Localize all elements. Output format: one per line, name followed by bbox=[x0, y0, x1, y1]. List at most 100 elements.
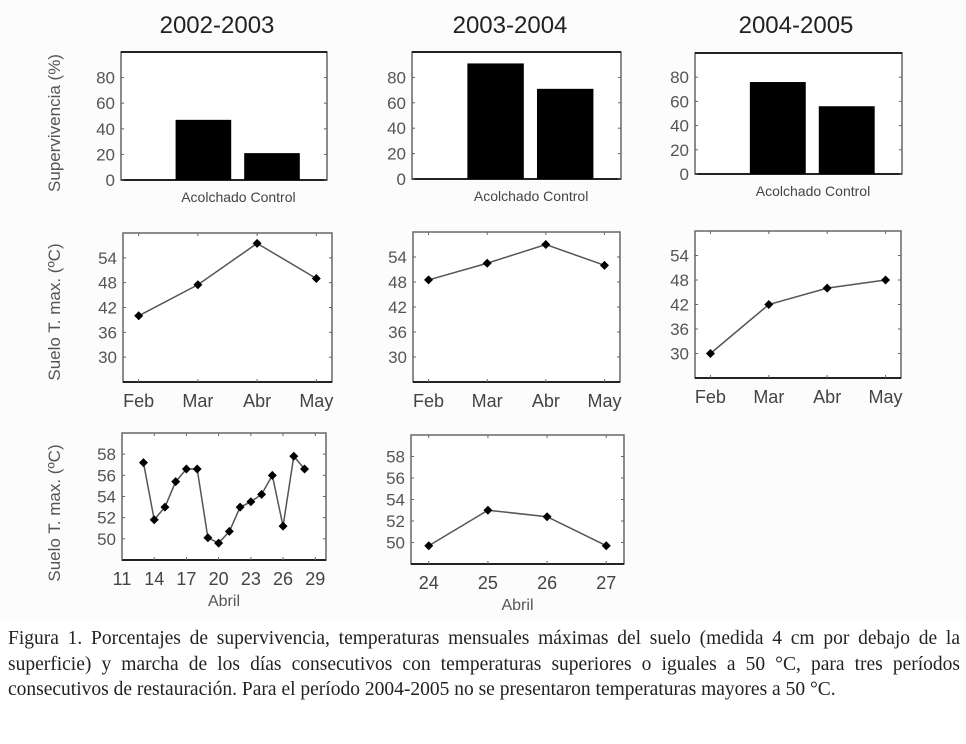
data-point bbox=[764, 300, 774, 309]
y-tick-label: 56 bbox=[386, 469, 405, 488]
y-tick-label: 56 bbox=[97, 466, 116, 485]
y-tick-label: 42 bbox=[388, 298, 407, 317]
x-tick-label: Mar bbox=[472, 391, 503, 411]
data-point bbox=[705, 349, 715, 358]
data-point bbox=[267, 470, 277, 480]
y-tick-label: 36 bbox=[98, 323, 117, 342]
y-tick-label: 58 bbox=[386, 448, 405, 467]
data-point bbox=[599, 260, 609, 270]
y-tick-label: 20 bbox=[387, 145, 406, 164]
data-point bbox=[482, 258, 492, 268]
x-tick-label: Abr bbox=[243, 391, 271, 411]
y-tick-label: 36 bbox=[388, 323, 407, 342]
x-tick-label: May bbox=[587, 391, 621, 411]
chart-surv-2004: 0 20 40 60 80 Acolchado Control bbox=[670, 52, 903, 199]
chart-surv-2003: 0 20 40 60 80 Acolchado Control bbox=[387, 51, 622, 204]
column-title-2002-2003: 2002-2003 bbox=[160, 12, 275, 39]
y-tick-label: 30 bbox=[388, 348, 407, 367]
data-point bbox=[822, 283, 832, 293]
data-point bbox=[171, 477, 181, 487]
y-tick-label: 30 bbox=[670, 345, 689, 364]
y-tick-label: 30 bbox=[98, 348, 117, 367]
data-point bbox=[257, 489, 267, 499]
x-tick-label: 11 bbox=[113, 569, 132, 589]
data-point bbox=[311, 274, 321, 284]
y-tick-label: 54 bbox=[386, 491, 405, 510]
x-tick-label: 29 bbox=[305, 569, 325, 589]
data-point bbox=[203, 533, 213, 543]
x-axis-label: Abril bbox=[208, 593, 240, 610]
y-tick-label: 40 bbox=[387, 119, 406, 138]
x-tick-label: Feb bbox=[123, 391, 154, 411]
series-line bbox=[142, 454, 306, 544]
series-line bbox=[428, 509, 607, 547]
data-point bbox=[424, 541, 434, 551]
data-point bbox=[278, 521, 288, 531]
x-tick-label: 17 bbox=[176, 569, 196, 589]
figure-caption: Figura 1. Porcentajes de supervivencia, … bbox=[8, 628, 960, 700]
x-tick-label: 14 bbox=[144, 569, 164, 589]
y-tick-label: 60 bbox=[670, 92, 689, 111]
data-point bbox=[289, 451, 299, 461]
data-point bbox=[542, 512, 552, 522]
figure-svg: 2002-2003 2003-2004 2004-2005 Superviven… bbox=[45, 12, 903, 614]
bar-control bbox=[818, 106, 875, 174]
y-tick-label: 52 bbox=[97, 509, 116, 528]
x-tick-label: 20 bbox=[209, 569, 229, 589]
y-tick-label: 54 bbox=[670, 247, 689, 266]
y-tick-label: 48 bbox=[98, 274, 117, 293]
x-tick-label: 27 bbox=[596, 573, 616, 593]
y-tick-label: 80 bbox=[96, 69, 115, 88]
x-tick-label: 26 bbox=[273, 569, 293, 589]
data-point bbox=[149, 515, 159, 525]
y-tick-label: 40 bbox=[96, 120, 115, 139]
x-category-label: Acolchado bbox=[756, 183, 822, 199]
x-category-labels: Acolchado Control bbox=[474, 188, 588, 204]
x-tick-label: 23 bbox=[241, 569, 261, 589]
chart-daily-2003: 50 52 54 56 58 24 25 26 27 Abril bbox=[386, 434, 625, 614]
y-tick-label: 58 bbox=[97, 445, 116, 464]
chart-month-2002: 30 36 42 48 54 Feb Mar Abr May bbox=[98, 232, 333, 411]
data-point bbox=[483, 505, 493, 515]
row-label-monthly-temp: Suelo T. max. (ºC) bbox=[45, 243, 64, 380]
series-line bbox=[428, 243, 605, 281]
bar-control bbox=[536, 88, 594, 179]
row-label-survival: Supervivencia (%) bbox=[45, 54, 64, 192]
y-tick-label: 60 bbox=[96, 94, 115, 113]
y-tick-label: 20 bbox=[670, 141, 689, 160]
plot-frame bbox=[122, 232, 333, 383]
bar-acolchado bbox=[175, 119, 232, 180]
y-tick-label: 50 bbox=[97, 530, 116, 549]
y-tick-label: 0 bbox=[680, 165, 689, 184]
y-tick-label: 50 bbox=[386, 534, 405, 553]
x-tick-label: 26 bbox=[537, 573, 557, 593]
figure-panel: 2002-2003 2003-2004 2004-2005 Superviven… bbox=[45, 12, 903, 614]
data-point bbox=[424, 275, 434, 285]
data-point bbox=[192, 464, 202, 474]
bar-acolchado bbox=[467, 63, 524, 179]
data-point bbox=[193, 280, 203, 290]
y-tick-label: 36 bbox=[670, 320, 689, 339]
chart-daily-2002: 50 52 54 56 58 11 14 17 20 23 26 29 Abril bbox=[97, 432, 327, 610]
data-point bbox=[134, 311, 144, 321]
x-category-label: Control bbox=[821, 183, 870, 199]
data-point bbox=[181, 464, 191, 474]
y-tick-label: 54 bbox=[98, 249, 117, 268]
data-point bbox=[246, 497, 256, 507]
data-point bbox=[300, 464, 310, 474]
data-point bbox=[252, 238, 262, 248]
row-label-daily-temp: Suelo T. max. (ºC) bbox=[45, 444, 64, 581]
y-tick-label: 54 bbox=[388, 248, 407, 267]
data-point bbox=[138, 458, 148, 468]
x-category-label: Acolchado bbox=[181, 189, 247, 205]
y-tick-label: 80 bbox=[387, 68, 406, 87]
x-tick-label: 25 bbox=[478, 573, 498, 593]
y-tick-label: 20 bbox=[96, 145, 115, 164]
y-tick-label: 60 bbox=[387, 94, 406, 113]
x-tick-label: Abr bbox=[532, 391, 560, 411]
data-point bbox=[601, 541, 611, 551]
data-point bbox=[160, 502, 170, 512]
bar-acolchado bbox=[749, 82, 806, 174]
plot-frame bbox=[121, 432, 327, 561]
x-tick-label: Abr bbox=[813, 387, 841, 407]
